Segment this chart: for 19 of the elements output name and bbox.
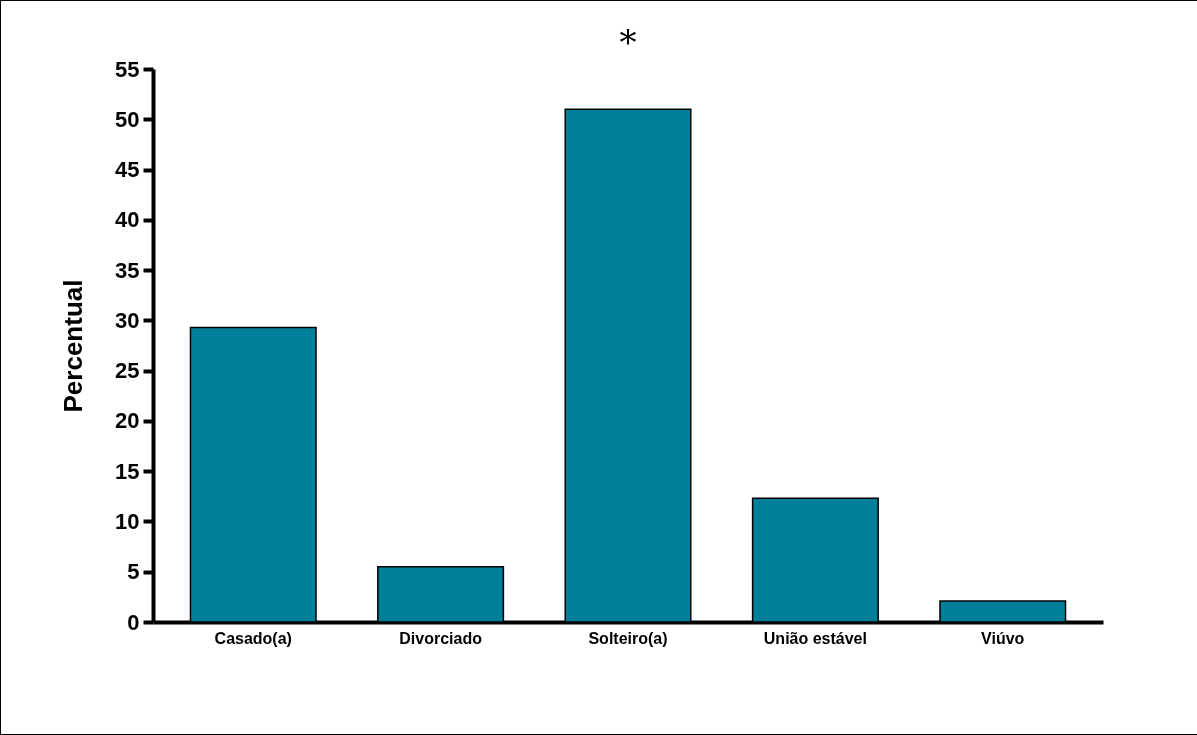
y-tick-label: 5 <box>127 559 140 585</box>
y-tick-label: 10 <box>115 508 140 534</box>
y-axis-title: Percentual <box>58 279 89 413</box>
y-tick-label: 25 <box>115 358 140 384</box>
y-tick-label: 30 <box>115 307 140 333</box>
x-tick-label: Casado(a) <box>214 629 292 647</box>
x-tick-label: Viúvo <box>981 629 1025 647</box>
y-tick-label: 20 <box>115 408 140 434</box>
y-tick-label: 50 <box>115 106 140 132</box>
x-tick-label: Solteiro(a) <box>588 629 668 647</box>
x-tick-label: União estável <box>763 629 867 647</box>
y-tick-label: 40 <box>115 207 140 233</box>
y-tick-label: 35 <box>115 257 140 283</box>
y-tick-label: 45 <box>115 157 140 183</box>
x-tick-label: Divorciado <box>399 629 483 647</box>
y-tick-label: 55 <box>115 56 140 82</box>
text: * <box>619 22 637 62</box>
y-tick-label: 15 <box>115 458 140 484</box>
y-tick-label: 0 <box>127 609 140 635</box>
